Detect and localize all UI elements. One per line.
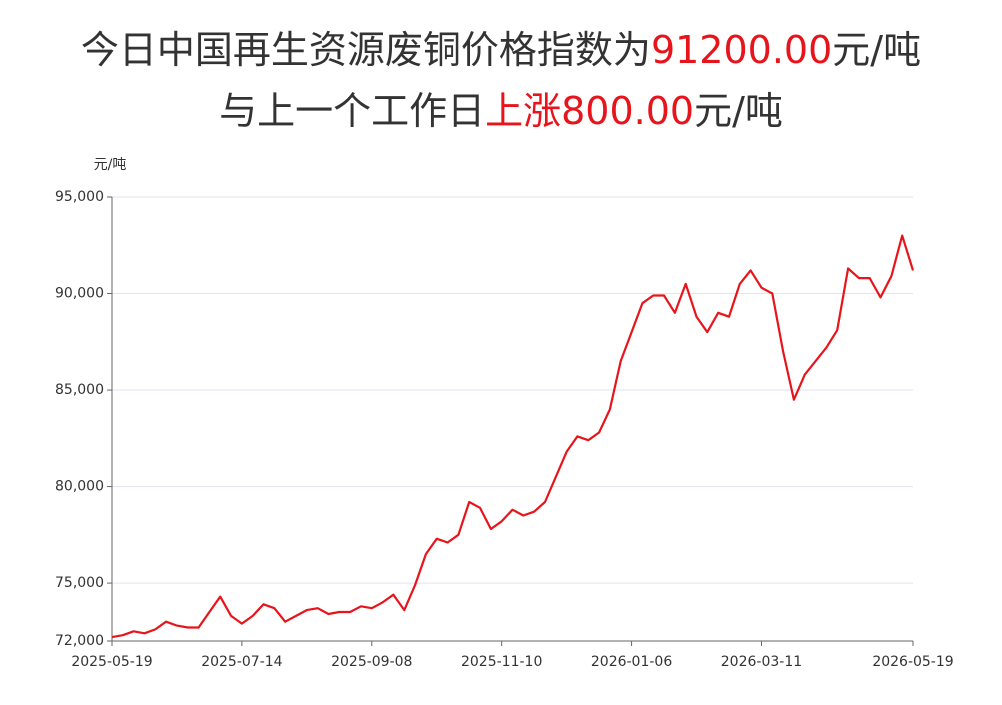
title-part: 与上一个工作日 <box>219 89 485 133</box>
chart-title: 与上一个工作日上涨800.00元/吨 <box>219 89 783 133</box>
x-tick-label: 2025-07-14 <box>201 654 282 670</box>
x-tick-label: 2026-03-11 <box>721 654 802 670</box>
x-tick-label: 2026-05-19 <box>872 654 953 670</box>
title-part: 元/吨 <box>832 28 921 72</box>
series-line <box>111 234 915 639</box>
y-tick-label: 85,000 <box>55 382 104 398</box>
y-tick-label: 90,000 <box>55 286 104 302</box>
y-tick-label: 75,000 <box>55 575 104 591</box>
chart-title: 今日中国再生资源废铜价格指数为91200.00元/吨 <box>81 28 921 72</box>
x-tick-label: 2025-05-19 <box>71 654 152 670</box>
x-tick-label: 2026-01-06 <box>591 654 672 670</box>
x-tick-label: 2025-09-08 <box>331 654 412 670</box>
title-part: 91200.00 <box>651 28 832 72</box>
y-tick-label: 95,000 <box>55 189 104 205</box>
title-part: 元/吨 <box>694 89 783 133</box>
y-tick-label: 72,000 <box>55 633 104 649</box>
x-tick-label: 2025-11-10 <box>461 654 542 670</box>
y-axis-unit: 元/吨 <box>94 157 127 173</box>
title-part: 今日中国再生资源废铜价格指数为 <box>81 28 651 72</box>
y-tick-label: 80,000 <box>55 479 104 495</box>
title-part: 上涨800.00 <box>485 89 694 133</box>
